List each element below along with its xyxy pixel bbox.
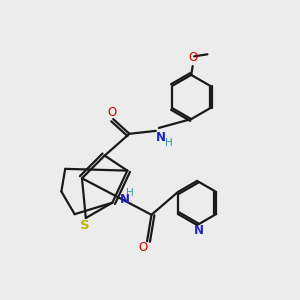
Text: H: H xyxy=(126,188,134,198)
Text: S: S xyxy=(80,219,89,232)
Text: O: O xyxy=(107,106,116,119)
Text: N: N xyxy=(119,193,129,206)
Text: N: N xyxy=(194,224,204,238)
Text: H: H xyxy=(165,138,173,148)
Text: O: O xyxy=(188,51,197,64)
Text: N: N xyxy=(156,131,166,144)
Text: O: O xyxy=(138,241,147,254)
